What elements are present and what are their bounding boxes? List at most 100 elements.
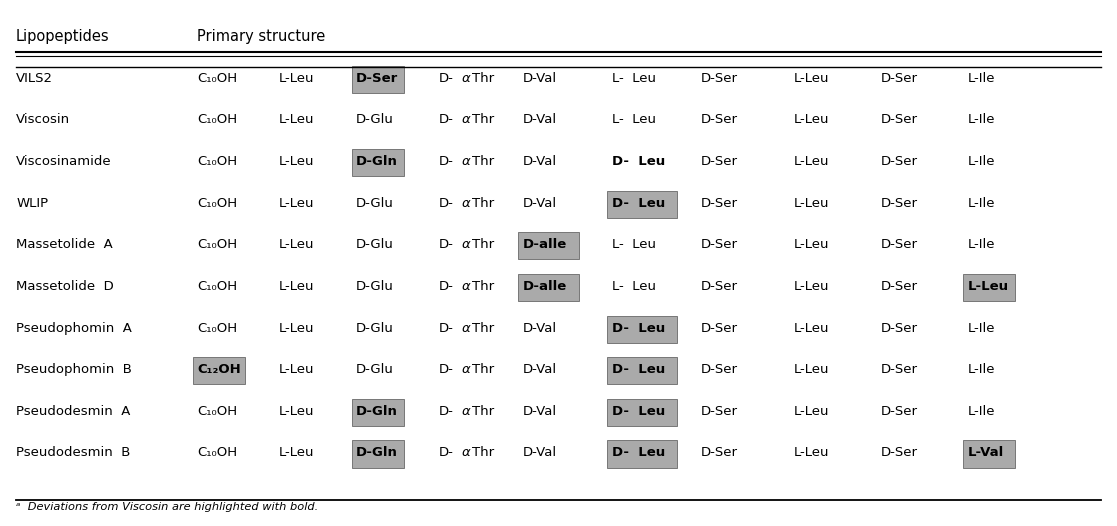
Text: D-Val: D-Val [523, 447, 557, 460]
Text: L-Leu: L-Leu [278, 447, 314, 460]
Text: L-Leu: L-Leu [794, 197, 830, 210]
FancyBboxPatch shape [608, 190, 677, 218]
Text: D-: D- [439, 155, 454, 168]
Text: L-  Leu: L- Leu [612, 72, 656, 85]
Text: Viscosinamide: Viscosinamide [16, 155, 112, 168]
Text: Pseudophomin  A: Pseudophomin A [16, 321, 132, 335]
Text: L-Leu: L-Leu [278, 363, 314, 376]
Text: D-  Leu: D- Leu [612, 197, 665, 210]
Text: D-  Leu: D- Leu [612, 155, 665, 168]
Text: D-Glu: D-Glu [356, 238, 394, 251]
Text: D-alle: D-alle [523, 238, 567, 251]
Text: ᵃ  Deviations from Viscosin are highlighted with bold.: ᵃ Deviations from Viscosin are highlight… [16, 502, 318, 512]
Text: Thr: Thr [471, 447, 494, 460]
Text: L-Leu: L-Leu [794, 280, 830, 293]
Text: D-Ser: D-Ser [700, 321, 737, 335]
FancyBboxPatch shape [608, 316, 677, 342]
Text: D-  Leu: D- Leu [612, 405, 665, 418]
FancyBboxPatch shape [352, 440, 404, 468]
FancyBboxPatch shape [608, 440, 677, 468]
FancyBboxPatch shape [518, 232, 580, 259]
Text: C₁₀OH: C₁₀OH [198, 405, 238, 418]
Text: L-Leu: L-Leu [278, 238, 314, 251]
Text: Pseudodesmin  B: Pseudodesmin B [16, 447, 131, 460]
FancyBboxPatch shape [608, 357, 677, 385]
Text: D-Gln: D-Gln [356, 405, 398, 418]
FancyBboxPatch shape [352, 149, 404, 176]
Text: α: α [461, 447, 470, 460]
Text: Thr: Thr [471, 72, 494, 85]
Text: D-Ser: D-Ser [700, 72, 737, 85]
Text: L-Leu: L-Leu [278, 72, 314, 85]
Text: Thr: Thr [471, 280, 494, 293]
Text: α: α [461, 280, 470, 293]
Text: D-Val: D-Val [523, 155, 557, 168]
Text: L-Leu: L-Leu [278, 114, 314, 126]
Text: D-Ser: D-Ser [700, 447, 737, 460]
Text: α: α [461, 114, 470, 126]
Text: D-Ser: D-Ser [881, 363, 918, 376]
Text: L-Leu: L-Leu [794, 321, 830, 335]
Text: D-  Leu: D- Leu [612, 363, 665, 376]
Text: D-Val: D-Val [523, 197, 557, 210]
Text: D-: D- [439, 114, 454, 126]
Text: D-: D- [439, 72, 454, 85]
Text: L-Leu: L-Leu [967, 280, 1009, 293]
Text: L-  Leu: L- Leu [612, 114, 656, 126]
Text: Thr: Thr [471, 197, 494, 210]
Text: α: α [461, 405, 470, 418]
Text: Thr: Thr [471, 114, 494, 126]
Text: C₁₀OH: C₁₀OH [198, 197, 238, 210]
Text: D-Glu: D-Glu [356, 321, 394, 335]
Text: D-  Leu: D- Leu [612, 321, 665, 335]
Text: D-Val: D-Val [523, 405, 557, 418]
Text: L-Leu: L-Leu [794, 72, 830, 85]
Text: D-  Leu: D- Leu [612, 447, 665, 460]
Text: D-Ser: D-Ser [881, 405, 918, 418]
Text: D-Ser: D-Ser [700, 197, 737, 210]
Text: D-Ser: D-Ser [356, 72, 399, 85]
Text: C₁₂OH: C₁₂OH [198, 363, 241, 376]
Text: Thr: Thr [471, 321, 494, 335]
Text: L-Ile: L-Ile [967, 72, 995, 85]
Text: Pseudodesmin  A: Pseudodesmin A [16, 405, 131, 418]
Text: D-Val: D-Val [523, 72, 557, 85]
Text: Viscosin: Viscosin [16, 114, 70, 126]
Text: VILS2: VILS2 [16, 72, 54, 85]
Text: D-Ser: D-Ser [881, 155, 918, 168]
Text: L-Leu: L-Leu [278, 321, 314, 335]
Text: L-Leu: L-Leu [794, 405, 830, 418]
Text: L-  Leu: L- Leu [612, 238, 656, 251]
Text: α: α [461, 363, 470, 376]
Text: L-Leu: L-Leu [278, 197, 314, 210]
Text: D-Ser: D-Ser [700, 363, 737, 376]
Text: Thr: Thr [471, 238, 494, 251]
Text: D-Val: D-Val [523, 114, 557, 126]
Text: D-Glu: D-Glu [356, 280, 394, 293]
Text: L-Ile: L-Ile [967, 238, 995, 251]
Text: D-Val: D-Val [523, 363, 557, 376]
Text: L-Ile: L-Ile [967, 363, 995, 376]
Text: Pseudophomin  B: Pseudophomin B [16, 363, 132, 376]
Text: D-alle: D-alle [523, 280, 567, 293]
Text: D-Ser: D-Ser [881, 321, 918, 335]
Text: D-Ser: D-Ser [881, 280, 918, 293]
Text: L-Ile: L-Ile [967, 321, 995, 335]
Text: L-Ile: L-Ile [967, 155, 995, 168]
Text: D-Glu: D-Glu [356, 114, 394, 126]
FancyBboxPatch shape [193, 357, 245, 385]
Text: α: α [461, 238, 470, 251]
Text: α: α [461, 155, 470, 168]
Text: D-: D- [439, 280, 454, 293]
Text: Thr: Thr [471, 405, 494, 418]
Text: α: α [461, 72, 470, 85]
Text: C₁₀OH: C₁₀OH [198, 72, 238, 85]
Text: D-Glu: D-Glu [356, 197, 394, 210]
Text: C₁₀OH: C₁₀OH [198, 238, 238, 251]
Text: C₁₀OH: C₁₀OH [198, 447, 238, 460]
Text: Lipopeptides: Lipopeptides [16, 29, 109, 44]
Text: C₁₀OH: C₁₀OH [198, 114, 238, 126]
Text: D-: D- [439, 405, 454, 418]
Text: Massetolide  D: Massetolide D [16, 280, 114, 293]
Text: D-: D- [439, 238, 454, 251]
